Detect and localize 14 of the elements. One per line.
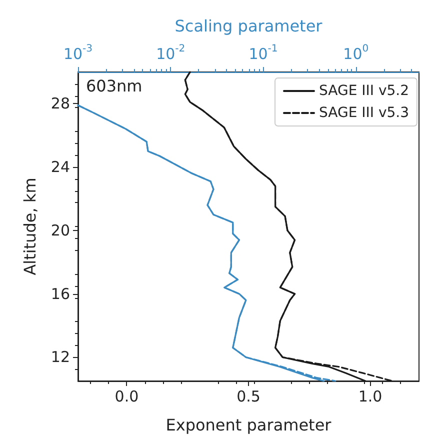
y-tick-label: 12	[50, 348, 70, 366]
y-tick-label: 24	[50, 158, 70, 176]
y-tick-label: 28	[50, 94, 70, 113]
x-tick-label: 0.5	[236, 388, 260, 406]
x2-axis-title: Scaling parameter	[174, 16, 323, 36]
legend-label: SAGE III v5.3	[318, 105, 410, 121]
annotation: 603nm	[86, 76, 142, 96]
x-tick-label: 1.0	[358, 388, 382, 406]
y-axis-title: Altitude, km	[20, 178, 40, 276]
y-tick-label: 16	[50, 284, 70, 303]
legend-label: SAGE III v5.2	[318, 83, 410, 99]
x-tick-label: 0.0	[114, 388, 139, 406]
x-axis-title: Exponent parameter	[166, 416, 332, 434]
y-tick-label: 20	[50, 221, 70, 240]
